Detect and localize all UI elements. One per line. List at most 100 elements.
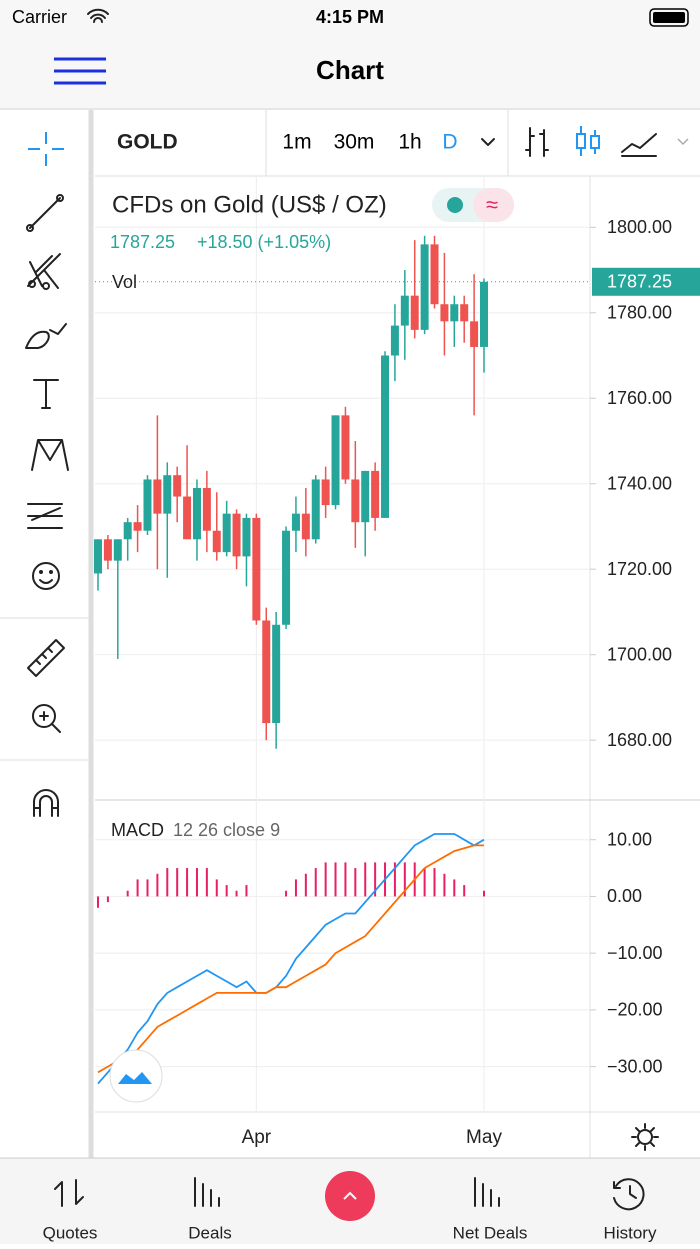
- last-price-tag: [592, 267, 700, 296]
- candle-body: [351, 479, 360, 523]
- magnet-tool[interactable]: [33, 789, 59, 817]
- crosshair-tool[interactable]: [28, 132, 64, 166]
- y-tick-label: 1780.00: [607, 303, 672, 323]
- candle-body: [262, 620, 271, 724]
- candle-body: [480, 281, 488, 347]
- symbol[interactable]: GOLD: [117, 131, 178, 154]
- menu-button[interactable]: [54, 57, 106, 85]
- trade-button[interactable]: [325, 1171, 375, 1221]
- candle-body: [311, 479, 320, 540]
- candle-body: [113, 539, 122, 561]
- y-tick-label: 1700.00: [607, 644, 672, 664]
- candle-body: [153, 479, 162, 514]
- candle-body: [183, 496, 192, 540]
- y-tick-label: 1800.00: [607, 217, 672, 237]
- y-tick-label: 1680.00: [607, 730, 672, 750]
- candle-body: [460, 304, 469, 322]
- battery-level: [653, 12, 685, 23]
- interval-selected[interactable]: D: [442, 131, 457, 154]
- candle-body: [400, 295, 409, 326]
- clock: 4:15 PM: [316, 7, 384, 27]
- text-tool[interactable]: [33, 379, 59, 409]
- chart-title: CFDs on Gold (US$ / OZ): [112, 191, 387, 218]
- volume-label: Vol: [112, 272, 137, 292]
- candle-body: [242, 517, 251, 557]
- candle-body: [173, 475, 182, 497]
- candle-body: [232, 513, 241, 557]
- macd-line: [97, 844, 484, 1074]
- carrier: Carrier: [12, 7, 67, 27]
- area-type[interactable]: [621, 133, 657, 157]
- y-tick-label: 1740.00: [607, 473, 672, 493]
- deals-icon[interactable]: [194, 1177, 220, 1207]
- candle-body: [222, 513, 231, 553]
- y-tick-label: 1720.00: [607, 559, 672, 579]
- wifi-icon: [87, 8, 109, 23]
- zoom-tool[interactable]: [32, 704, 61, 733]
- history-icon[interactable]: [613, 1178, 645, 1211]
- candle-body: [331, 415, 340, 506]
- candle-body: [430, 244, 439, 305]
- chart-type-dropdown[interactable]: [677, 138, 689, 146]
- candle-body: [143, 479, 152, 531]
- candle-body: [163, 475, 172, 514]
- logo-button[interactable]: [109, 1049, 163, 1103]
- pitchfork-tool[interactable]: [27, 253, 61, 290]
- candle-body: [291, 513, 300, 531]
- candle-body: [123, 522, 132, 540]
- pattern-tool[interactable]: [31, 439, 69, 471]
- candle-body: [420, 244, 429, 330]
- interval[interactable]: 1h: [398, 131, 421, 154]
- candle-body: [450, 304, 459, 322]
- ruler-tool[interactable]: [27, 639, 65, 677]
- candle-body: [252, 517, 261, 621]
- price-change: +18.50 (+1.05%): [197, 232, 331, 252]
- candle-body: [390, 325, 399, 356]
- tab-label[interactable]: Quotes: [43, 1223, 98, 1242]
- emoji-tool[interactable]: [32, 562, 60, 590]
- settings-button[interactable]: [631, 1123, 659, 1151]
- candle-body: [301, 513, 310, 540]
- fib-tool[interactable]: [27, 503, 63, 529]
- bars-type[interactable]: [525, 127, 549, 157]
- tab-label[interactable]: Deals: [188, 1223, 231, 1242]
- layers: [94, 176, 590, 1112]
- macd-params: 12 26 close 9: [173, 820, 280, 840]
- tool-panel: [0, 110, 90, 1158]
- tab-label[interactable]: History: [604, 1223, 657, 1242]
- x-tick-label: May: [466, 1127, 502, 1148]
- candle-body: [341, 415, 350, 480]
- wave-icon: ≈: [486, 192, 498, 217]
- interval[interactable]: 1m: [282, 131, 311, 154]
- candle-body: [103, 539, 112, 561]
- interval-dropdown[interactable]: [481, 138, 495, 146]
- y-tick-label: 10.00: [607, 829, 652, 849]
- battery: [649, 8, 689, 27]
- brush-tool[interactable]: [25, 323, 67, 349]
- y-tick-label: −20.00: [607, 1000, 663, 1020]
- trend-line-tool[interactable]: [26, 194, 64, 232]
- candle-body: [192, 488, 201, 540]
- y-tick-label: −30.00: [607, 1056, 663, 1076]
- x-tick-label: Apr: [242, 1127, 272, 1148]
- trade-arrow: [343, 1191, 357, 1200]
- macd-line: [97, 833, 485, 1085]
- header-title: Chart: [316, 55, 384, 85]
- tab-label[interactable]: Net Deals: [453, 1223, 528, 1242]
- candle-body: [282, 530, 291, 625]
- candle-body: [410, 295, 419, 330]
- interval[interactable]: 30m: [334, 131, 375, 154]
- candles-type[interactable]: [576, 126, 600, 156]
- candle-body: [202, 488, 211, 531]
- candle-body: [371, 470, 380, 518]
- candle-body: [321, 479, 330, 506]
- status-dot[interactable]: [447, 197, 463, 213]
- candle-body: [212, 530, 221, 553]
- indicator-button[interactable]: [473, 188, 514, 222]
- candle-body: [94, 539, 102, 574]
- y-tick-label: 0.00: [607, 886, 642, 906]
- quotes-icon[interactable]: [54, 1179, 84, 1207]
- net-deals-icon[interactable]: [474, 1177, 500, 1207]
